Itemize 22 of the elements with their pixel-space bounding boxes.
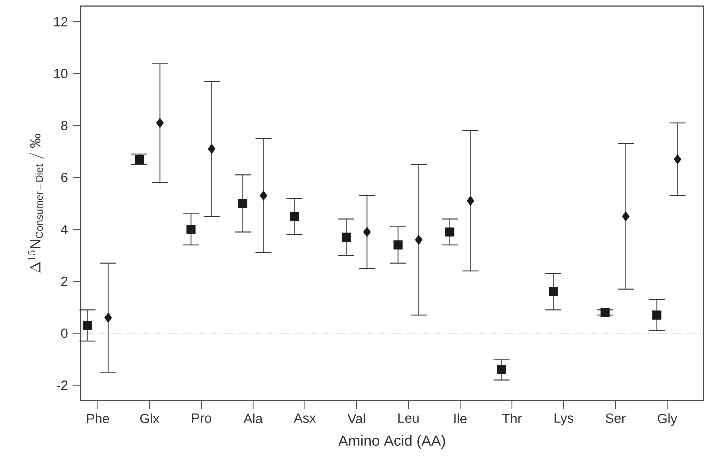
x-tick-label: Phe [87, 414, 110, 424]
y-tick-label: 6 [62, 172, 68, 182]
x-axis-title: Amino Acid (AA) [338, 435, 446, 449]
x-tick-label: Leu [398, 414, 419, 424]
x-tick-label: Asx [294, 414, 316, 424]
x-tick-label: Ala [244, 414, 264, 424]
y-tick-label: 0 [61, 328, 68, 338]
x-tick-label: Gly [658, 414, 678, 426]
y-tick-label: 10 [54, 69, 68, 79]
x-tick-label: Thr [502, 414, 522, 424]
x-tick-label: Ile [454, 414, 467, 424]
y-tick-label: 4 [61, 225, 68, 234]
x-tick-label: Ser [606, 414, 626, 424]
y-tick-label: 12 [54, 17, 68, 27]
y-tick-label: 8 [61, 121, 68, 130]
y-axis-title: $\Delta^{15}\mathrm{N}_{\mathrm{Consumer{-}Diet}}\ /\ \text{‰}$ [28, 134, 44, 273]
x-tick-label: Val [348, 414, 366, 424]
x-tick-label: Glx [140, 414, 160, 424]
y-tick-label: -2 [57, 380, 68, 390]
x-tick-label: Lys [554, 414, 574, 426]
y-tick-label: 2 [62, 276, 68, 286]
x-tick-label: Pro [192, 414, 212, 424]
